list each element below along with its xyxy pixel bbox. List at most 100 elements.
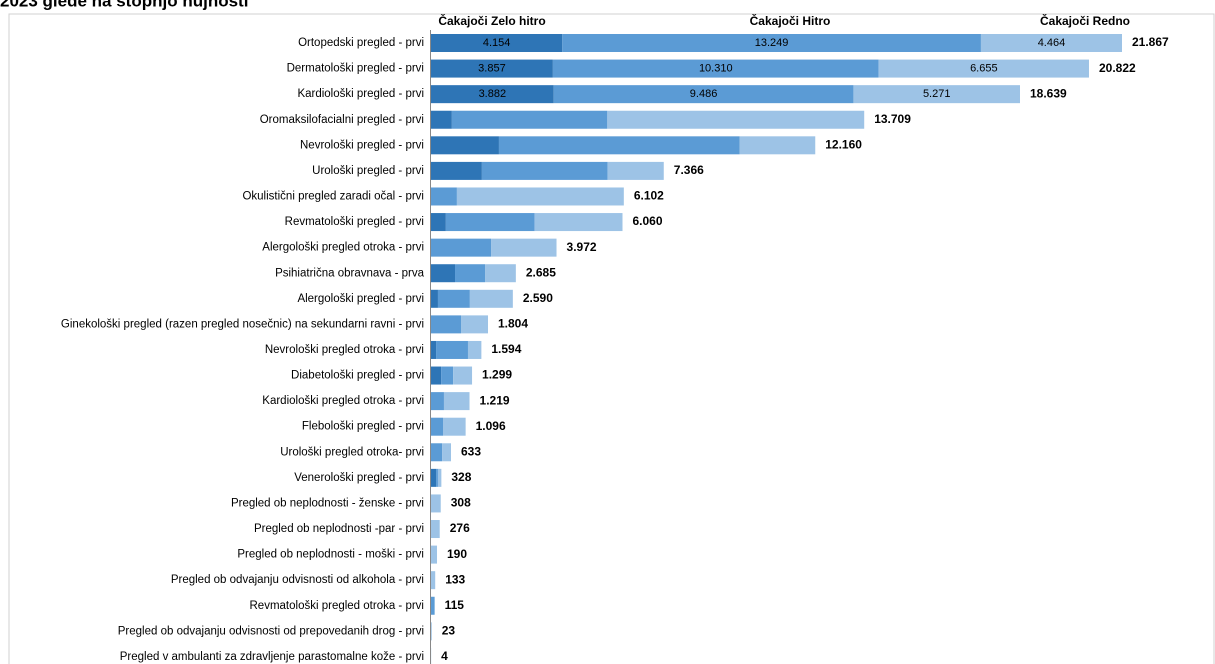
category-label: Kardiološki pregled - prvi — [297, 88, 424, 100]
category-label: Pregled ob odvajanju odvisnosti od prepo… — [118, 625, 424, 637]
bar-segment — [455, 264, 486, 283]
bar-segment — [436, 468, 438, 487]
total-label: 1.096 — [476, 419, 506, 433]
bar-segment — [451, 110, 608, 129]
bar-segment — [485, 264, 516, 283]
category-label: Revmatološki pregled otroka - prvi — [250, 600, 425, 612]
total-label: 2.590 — [523, 291, 553, 305]
bar-segment — [437, 468, 442, 487]
category-label: Nevrološki pregled otroka - prvi — [265, 344, 424, 356]
bar-segment — [431, 596, 435, 615]
segment-label: 6.655 — [970, 62, 998, 74]
bar-segment — [431, 366, 442, 385]
total-label: 23 — [442, 624, 456, 638]
bar-segment — [431, 136, 499, 155]
bar-segment — [437, 289, 470, 308]
legend-label: Čakajoči Zelo hitro — [438, 13, 545, 28]
bar-segment — [980, 34, 1122, 52]
total-label: 328 — [451, 470, 471, 484]
segment-label: 4.154 — [483, 37, 511, 49]
total-label: 7.366 — [674, 163, 704, 177]
category-label: Pregled ob neplodnosti -par - prvi — [254, 523, 424, 535]
bar-segment — [467, 340, 482, 359]
bar-segment — [431, 187, 457, 206]
total-label: 6.060 — [632, 214, 662, 228]
bar-segment — [431, 213, 446, 232]
total-label: 4 — [441, 649, 448, 663]
total-label: 190 — [447, 547, 467, 561]
bar-segment — [607, 161, 664, 180]
segment-label: 10.310 — [699, 62, 733, 74]
legend-label: Čakajoči Redno — [1040, 13, 1130, 28]
total-label: 1.299 — [482, 368, 512, 382]
bar-segment — [552, 59, 879, 78]
total-label: 21.867 — [1132, 35, 1169, 49]
segment-label: 4.464 — [1038, 37, 1066, 49]
category-label: Pregled ob neplodnosti - ženske - prvi — [231, 497, 424, 509]
bar-segment — [431, 289, 438, 308]
bar-segment — [431, 34, 563, 52]
category-label: Pregled v ambulanti za zdravljenje paras… — [120, 651, 424, 663]
total-label: 6.102 — [634, 189, 664, 203]
bar-segment — [436, 340, 468, 359]
bar-segment — [431, 59, 553, 78]
bar-segment — [431, 110, 452, 129]
total-label: 633 — [461, 444, 481, 458]
bar-segment — [445, 213, 535, 232]
category-label: Revmatološki pregled - prvi — [285, 216, 424, 228]
bar-segment — [853, 85, 1020, 104]
bar-segment — [739, 136, 816, 155]
bar-segment — [456, 187, 624, 206]
bar-segment — [431, 545, 438, 564]
bar-segment — [481, 161, 608, 180]
segment-label: 3.857 — [478, 62, 506, 74]
category-label: Flebološki pregled - prvi — [302, 421, 424, 433]
bar-segment — [607, 110, 865, 129]
bar-segment — [431, 443, 443, 462]
bar-segment — [498, 136, 740, 155]
bar-segment — [469, 289, 513, 308]
bar-segment — [431, 571, 436, 590]
bar-segment — [431, 622, 432, 641]
plot-frame — [8, 13, 1215, 664]
category-label: Ortopedski pregled - prvi — [298, 37, 424, 49]
bar-segment — [431, 315, 462, 334]
total-label: 3.972 — [567, 240, 597, 254]
legend-label: Čakajoči Hitro — [750, 13, 831, 28]
total-label: 276 — [450, 521, 470, 535]
total-label: 1.219 — [480, 393, 510, 407]
total-label: 1.804 — [498, 317, 528, 331]
segment-label: 9.486 — [690, 88, 718, 100]
total-label: 115 — [445, 598, 465, 612]
category-label: Okulistični pregled zaradi očal - prvi — [242, 191, 424, 203]
total-label: 20.822 — [1099, 61, 1136, 75]
bar-segment — [562, 34, 981, 52]
bar-segment — [431, 468, 437, 487]
total-label: 13.709 — [874, 112, 911, 126]
category-label: Pregled ob odvajanju odvisnosti od alkoh… — [171, 574, 424, 586]
total-label: 2.685 — [526, 265, 556, 279]
bar-segment — [442, 443, 452, 462]
category-label: Dermatološki pregled - prvi — [287, 63, 424, 75]
segment-label: 5.271 — [923, 88, 951, 100]
category-label: Venerološki pregled - prvi — [294, 472, 424, 484]
bar-segment — [441, 366, 454, 385]
category-label: Psihiatrična obravnava - prva — [275, 267, 425, 279]
category-label: Diabetološki pregled - prvi — [291, 370, 424, 382]
category-label: Alergološki pregled otroka - prvi — [262, 242, 424, 254]
bar-segment — [453, 366, 473, 385]
bar-segment — [443, 392, 470, 411]
total-label: 1.594 — [491, 342, 521, 356]
category-label: Oromaksilofacialni pregled - prvi — [260, 114, 424, 126]
total-label: 308 — [451, 496, 471, 510]
category-label: Urološki pregled - prvi — [312, 165, 424, 177]
category-label: Kardiološki pregled otroka - prvi — [262, 395, 424, 407]
bar-segment — [553, 85, 854, 104]
segment-label: 3.882 — [479, 88, 507, 100]
total-label: 18.639 — [1030, 86, 1067, 100]
total-label: 133 — [445, 572, 465, 586]
bar-segment — [431, 494, 441, 513]
bar-segment — [431, 161, 482, 180]
bar-segment — [534, 213, 623, 232]
